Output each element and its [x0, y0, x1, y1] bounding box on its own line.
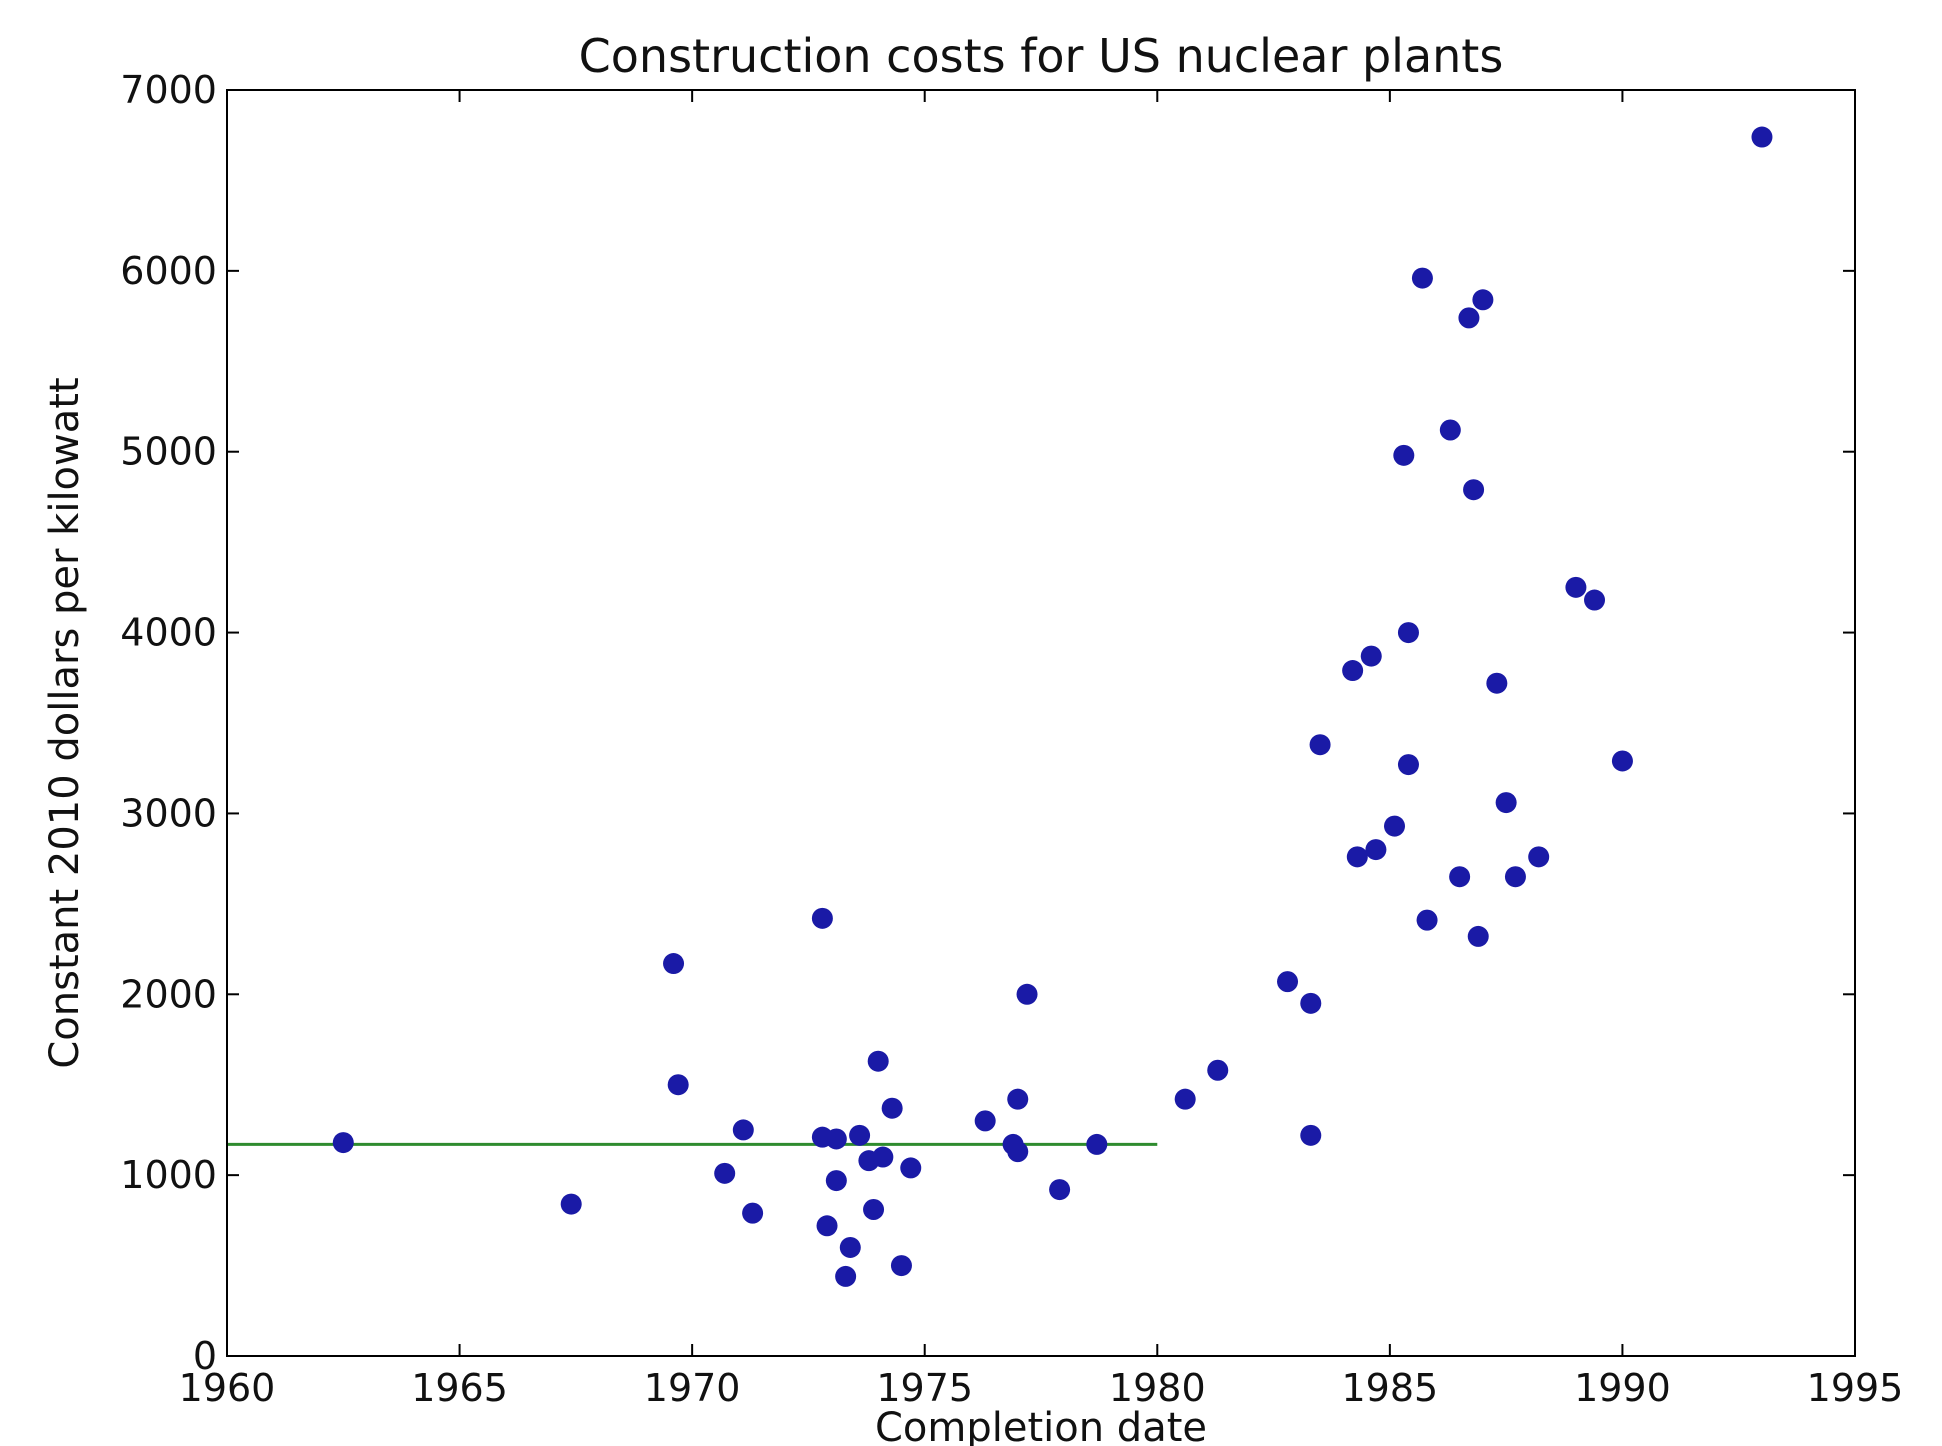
y-tick-label: 4000 — [120, 611, 217, 655]
x-tick-label: 1960 — [179, 1366, 276, 1410]
data-point — [1007, 1088, 1029, 1110]
data-point — [1528, 846, 1550, 868]
data-point — [849, 1124, 871, 1146]
data-point — [1439, 419, 1461, 441]
data-point — [1565, 576, 1587, 598]
data-point — [881, 1097, 903, 1119]
data-point — [732, 1119, 754, 1141]
data-point — [1472, 289, 1494, 311]
data-point — [1342, 660, 1364, 682]
chart-title: Construction costs for US nuclear plants — [579, 29, 1504, 83]
data-point — [816, 1215, 838, 1237]
data-point — [1504, 866, 1526, 888]
data-point — [1384, 815, 1406, 837]
data-point — [890, 1255, 912, 1277]
x-tick-label: 1985 — [1341, 1366, 1438, 1410]
data-point — [1007, 1141, 1029, 1163]
data-point — [1086, 1133, 1108, 1155]
data-point — [714, 1162, 736, 1184]
data-point — [1458, 307, 1480, 329]
data-point — [1174, 1088, 1196, 1110]
x-tick-label: 1965 — [411, 1366, 508, 1410]
data-point — [1346, 846, 1368, 868]
plot-area — [227, 90, 1855, 1356]
data-point — [1300, 1124, 1322, 1146]
data-point — [867, 1050, 889, 1072]
data-point — [332, 1132, 354, 1154]
y-axis-label: Constant 2010 dollars per kilowatt — [42, 377, 88, 1068]
data-point — [811, 907, 833, 929]
x-tick-label: 1970 — [644, 1366, 741, 1410]
y-tick-label: 7000 — [120, 68, 217, 112]
data-point — [872, 1146, 894, 1168]
data-point — [1393, 444, 1415, 466]
x-axis-label: Completion date — [875, 1405, 1207, 1446]
data-point — [1049, 1179, 1071, 1201]
axis-ticks-layer: 1960 1965 1970 1975 1980 1985 1990 1995 0 1000 200… — [120, 68, 1903, 1410]
data-point — [1277, 971, 1299, 993]
data-point — [742, 1202, 764, 1224]
data-point — [1486, 672, 1508, 694]
data-point — [1449, 866, 1471, 888]
data-point — [839, 1236, 861, 1258]
y-tick-label: 3000 — [120, 791, 217, 835]
data-point — [1467, 925, 1489, 947]
data-point — [1207, 1059, 1229, 1081]
y-tick-label: 5000 — [120, 430, 217, 474]
x-tick-label: 1980 — [1109, 1366, 1206, 1410]
data-point — [1397, 754, 1419, 776]
data-point — [1584, 589, 1606, 611]
plot-frame — [226, 89, 1856, 1357]
data-point — [1411, 267, 1433, 289]
y-tick-label: 6000 — [120, 249, 217, 293]
data-point — [825, 1128, 847, 1150]
data-point — [1751, 126, 1773, 148]
data-point — [667, 1074, 689, 1096]
x-tick-label: 1975 — [876, 1366, 973, 1410]
data-point — [1360, 645, 1382, 667]
y-tick-label: 1000 — [120, 1153, 217, 1197]
y-tick-label: 2000 — [120, 972, 217, 1016]
data-point — [974, 1110, 996, 1132]
data-point — [560, 1193, 582, 1215]
data-point — [900, 1157, 922, 1179]
y-tick-label: 0 — [193, 1334, 217, 1378]
data-points-layer — [332, 126, 1773, 1287]
data-point — [1300, 992, 1322, 1014]
data-point — [1309, 734, 1331, 756]
data-point — [835, 1265, 857, 1287]
data-point — [1611, 750, 1633, 772]
data-point — [863, 1199, 885, 1221]
x-tick-label: 1995 — [1807, 1366, 1904, 1410]
x-tick-label: 1990 — [1574, 1366, 1671, 1410]
data-point — [663, 953, 685, 975]
data-point — [1416, 909, 1438, 931]
data-point — [1397, 622, 1419, 644]
data-point — [825, 1170, 847, 1192]
data-point — [1365, 839, 1387, 861]
data-point — [1463, 479, 1485, 501]
data-point — [1016, 983, 1038, 1005]
data-point — [1495, 792, 1517, 814]
